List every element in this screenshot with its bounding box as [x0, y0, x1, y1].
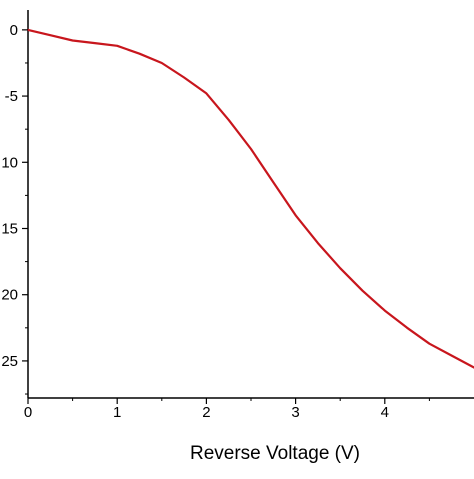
y-tick-label: 25 — [1, 353, 18, 370]
y-tick-label: 10 — [1, 154, 18, 171]
x-tick-label: 2 — [202, 404, 210, 421]
series-line-1 — [26, 28, 474, 369]
y-tick-label: 15 — [1, 220, 18, 237]
x-tick-label: 3 — [291, 404, 299, 421]
y-tick-label: 0 — [10, 22, 18, 39]
y-tick-label: -5 — [5, 88, 18, 105]
x-axis-title: Reverse Voltage (V) — [190, 443, 360, 464]
x-tick-label: 1 — [113, 404, 121, 421]
x-tick-label: 0 — [24, 404, 32, 421]
x-tick-label: 4 — [381, 404, 389, 421]
y-tick-label: 20 — [1, 287, 18, 304]
